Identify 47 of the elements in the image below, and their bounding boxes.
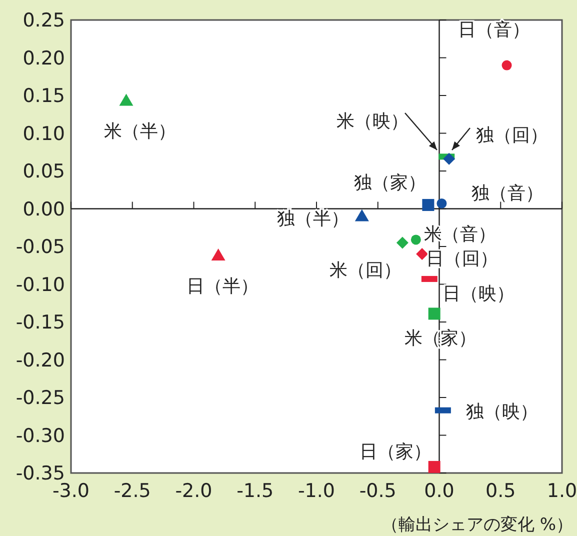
point [428,460,440,473]
series-label: 独（半） [276,208,349,230]
point [211,248,226,261]
x-tick-label: -2.0 [175,480,212,502]
y-tick-label: 0.05 [22,160,65,183]
x-tick-label: -1.5 [236,480,274,502]
series-label: 独（家） [354,172,426,194]
y-tick-label: 0.10 [22,122,65,145]
y-tick-label: -0.25 [16,387,65,410]
y-tick-label: 0.20 [22,47,65,70]
point [436,198,447,208]
point [416,248,428,260]
series-label: 独（回） [476,125,548,146]
series-label: 日（音） [458,20,530,41]
x-tick-label: -2.5 [114,480,151,502]
series-label: 米（回） [329,260,402,282]
point [443,152,456,165]
y-tick-label: -0.20 [16,349,65,372]
x-tick-label: 0.0 [424,480,454,502]
point [422,198,434,211]
x-tick-label: 0.5 [486,480,516,502]
x-tick-label: -3.0 [52,480,90,502]
x-tick-label: 1.0 [546,480,577,502]
series-label: 独（音） [472,182,544,204]
point [428,308,440,320]
y-tick-label: 0.25 [22,10,65,32]
series-label: 日（家） [359,441,432,462]
x-tick-label: -0.5 [359,480,396,502]
y-tick-label: -0.05 [16,236,65,258]
series-label: 日（映） [442,283,514,304]
x-axis-title: （輸出シェアの変化 %） [381,515,573,535]
point [354,209,369,222]
x-tick-label: -1.0 [298,480,336,502]
point [396,236,408,249]
y-tick-label: 0.00 [22,198,65,220]
series-label: 米（半） [104,121,176,142]
point [502,60,512,70]
y-tick-label: -0.10 [16,274,65,296]
series-label: 日（半） [186,276,258,297]
y-tick-label: -0.30 [16,424,65,447]
point [410,234,421,245]
text: 米（映） [336,110,409,132]
y-tick-label: 0.15 [22,85,65,108]
series-label: 米（家） [404,328,476,349]
y-tick-label: -0.15 [16,312,65,334]
series-label: 独（映） [466,402,538,423]
point [119,94,134,106]
